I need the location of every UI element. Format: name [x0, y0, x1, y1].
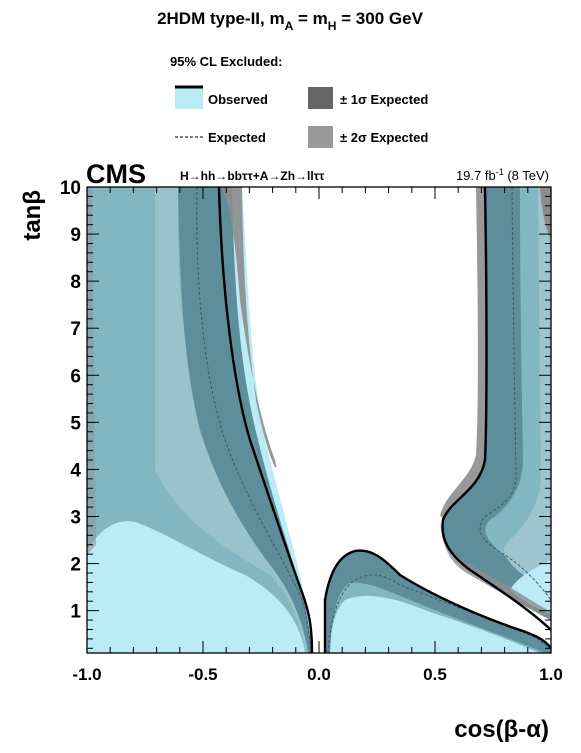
y-tick-label: 8	[70, 272, 81, 293]
x-axis-label: cos(β-α)	[454, 716, 549, 743]
legend-two-sigma-label: ± 2σ Expected	[340, 130, 428, 145]
y-tick-label: 7	[70, 319, 81, 340]
x-tick-label: -1.0	[72, 665, 101, 684]
two-sigma-band-left	[155, 187, 310, 653]
cms-label: CMS	[86, 159, 146, 189]
y-tick-label: 1	[70, 602, 81, 623]
legend-expected-label: Expected	[208, 130, 266, 145]
legend-one-sigma-label: ± 1σ Expected	[340, 92, 428, 107]
y-tick-label: 3	[70, 507, 81, 528]
y-tick-label: 10	[60, 178, 81, 199]
channel-label: H→hh→bbττ+A→Zh→llττ	[180, 169, 325, 183]
chart-title: 2HDM type-II, mA = mH = 300 GeV	[157, 9, 424, 33]
lumi-label: 19.7 fb-1 (8 TeV)	[456, 167, 549, 183]
y-tick-label: 2	[70, 555, 81, 576]
y-tick-label: 6	[70, 366, 81, 387]
y-tick-label: 5	[70, 413, 81, 434]
x-tick-label: 1.0	[539, 665, 563, 684]
y-axis-ticks: 1 2 3 4 5 6 7 8 9 10	[60, 178, 551, 649]
observed-contour-left	[217, 187, 314, 653]
expected-line-left	[196, 187, 312, 653]
left-edge-grey	[87, 187, 96, 555]
legend: 95% CL Excluded: Observed Expected ± 1σ …	[170, 54, 428, 148]
x-tick-label: -0.5	[188, 665, 217, 684]
y-tick-label: 9	[70, 225, 81, 246]
one-sigma-band-right	[442, 187, 551, 620]
legend-two-sigma-swatch	[308, 126, 333, 148]
plot-area	[87, 187, 551, 653]
x-tick-label: 0.5	[423, 665, 447, 684]
x-tick-label: 0.0	[307, 665, 331, 684]
legend-header: 95% CL Excluded:	[170, 54, 282, 69]
right-top-grey	[540, 187, 551, 240]
legend-observed-swatch	[175, 87, 203, 109]
legend-observed-label: Observed	[208, 92, 268, 107]
x-axis-ticks: -1.0 -0.5 0.0 0.5 1.0	[72, 187, 563, 684]
axes: -1.0 -0.5 0.0 0.5 1.0 1 2 3 4 5 6 7 8 9 10	[60, 178, 563, 684]
two-sigma-band-right	[504, 187, 551, 600]
observed-contour-right	[441, 187, 551, 631]
expected-line-right	[479, 187, 551, 601]
y-axis-label: tanβ	[19, 190, 46, 241]
y-tick-label: 4	[70, 460, 81, 481]
observed-light-right	[510, 560, 551, 615]
observed-contour-central	[323, 549, 551, 653]
right-grey-sigma-edge	[440, 187, 487, 520]
legend-one-sigma-swatch	[308, 87, 333, 109]
right-lower-grey	[440, 520, 551, 620]
